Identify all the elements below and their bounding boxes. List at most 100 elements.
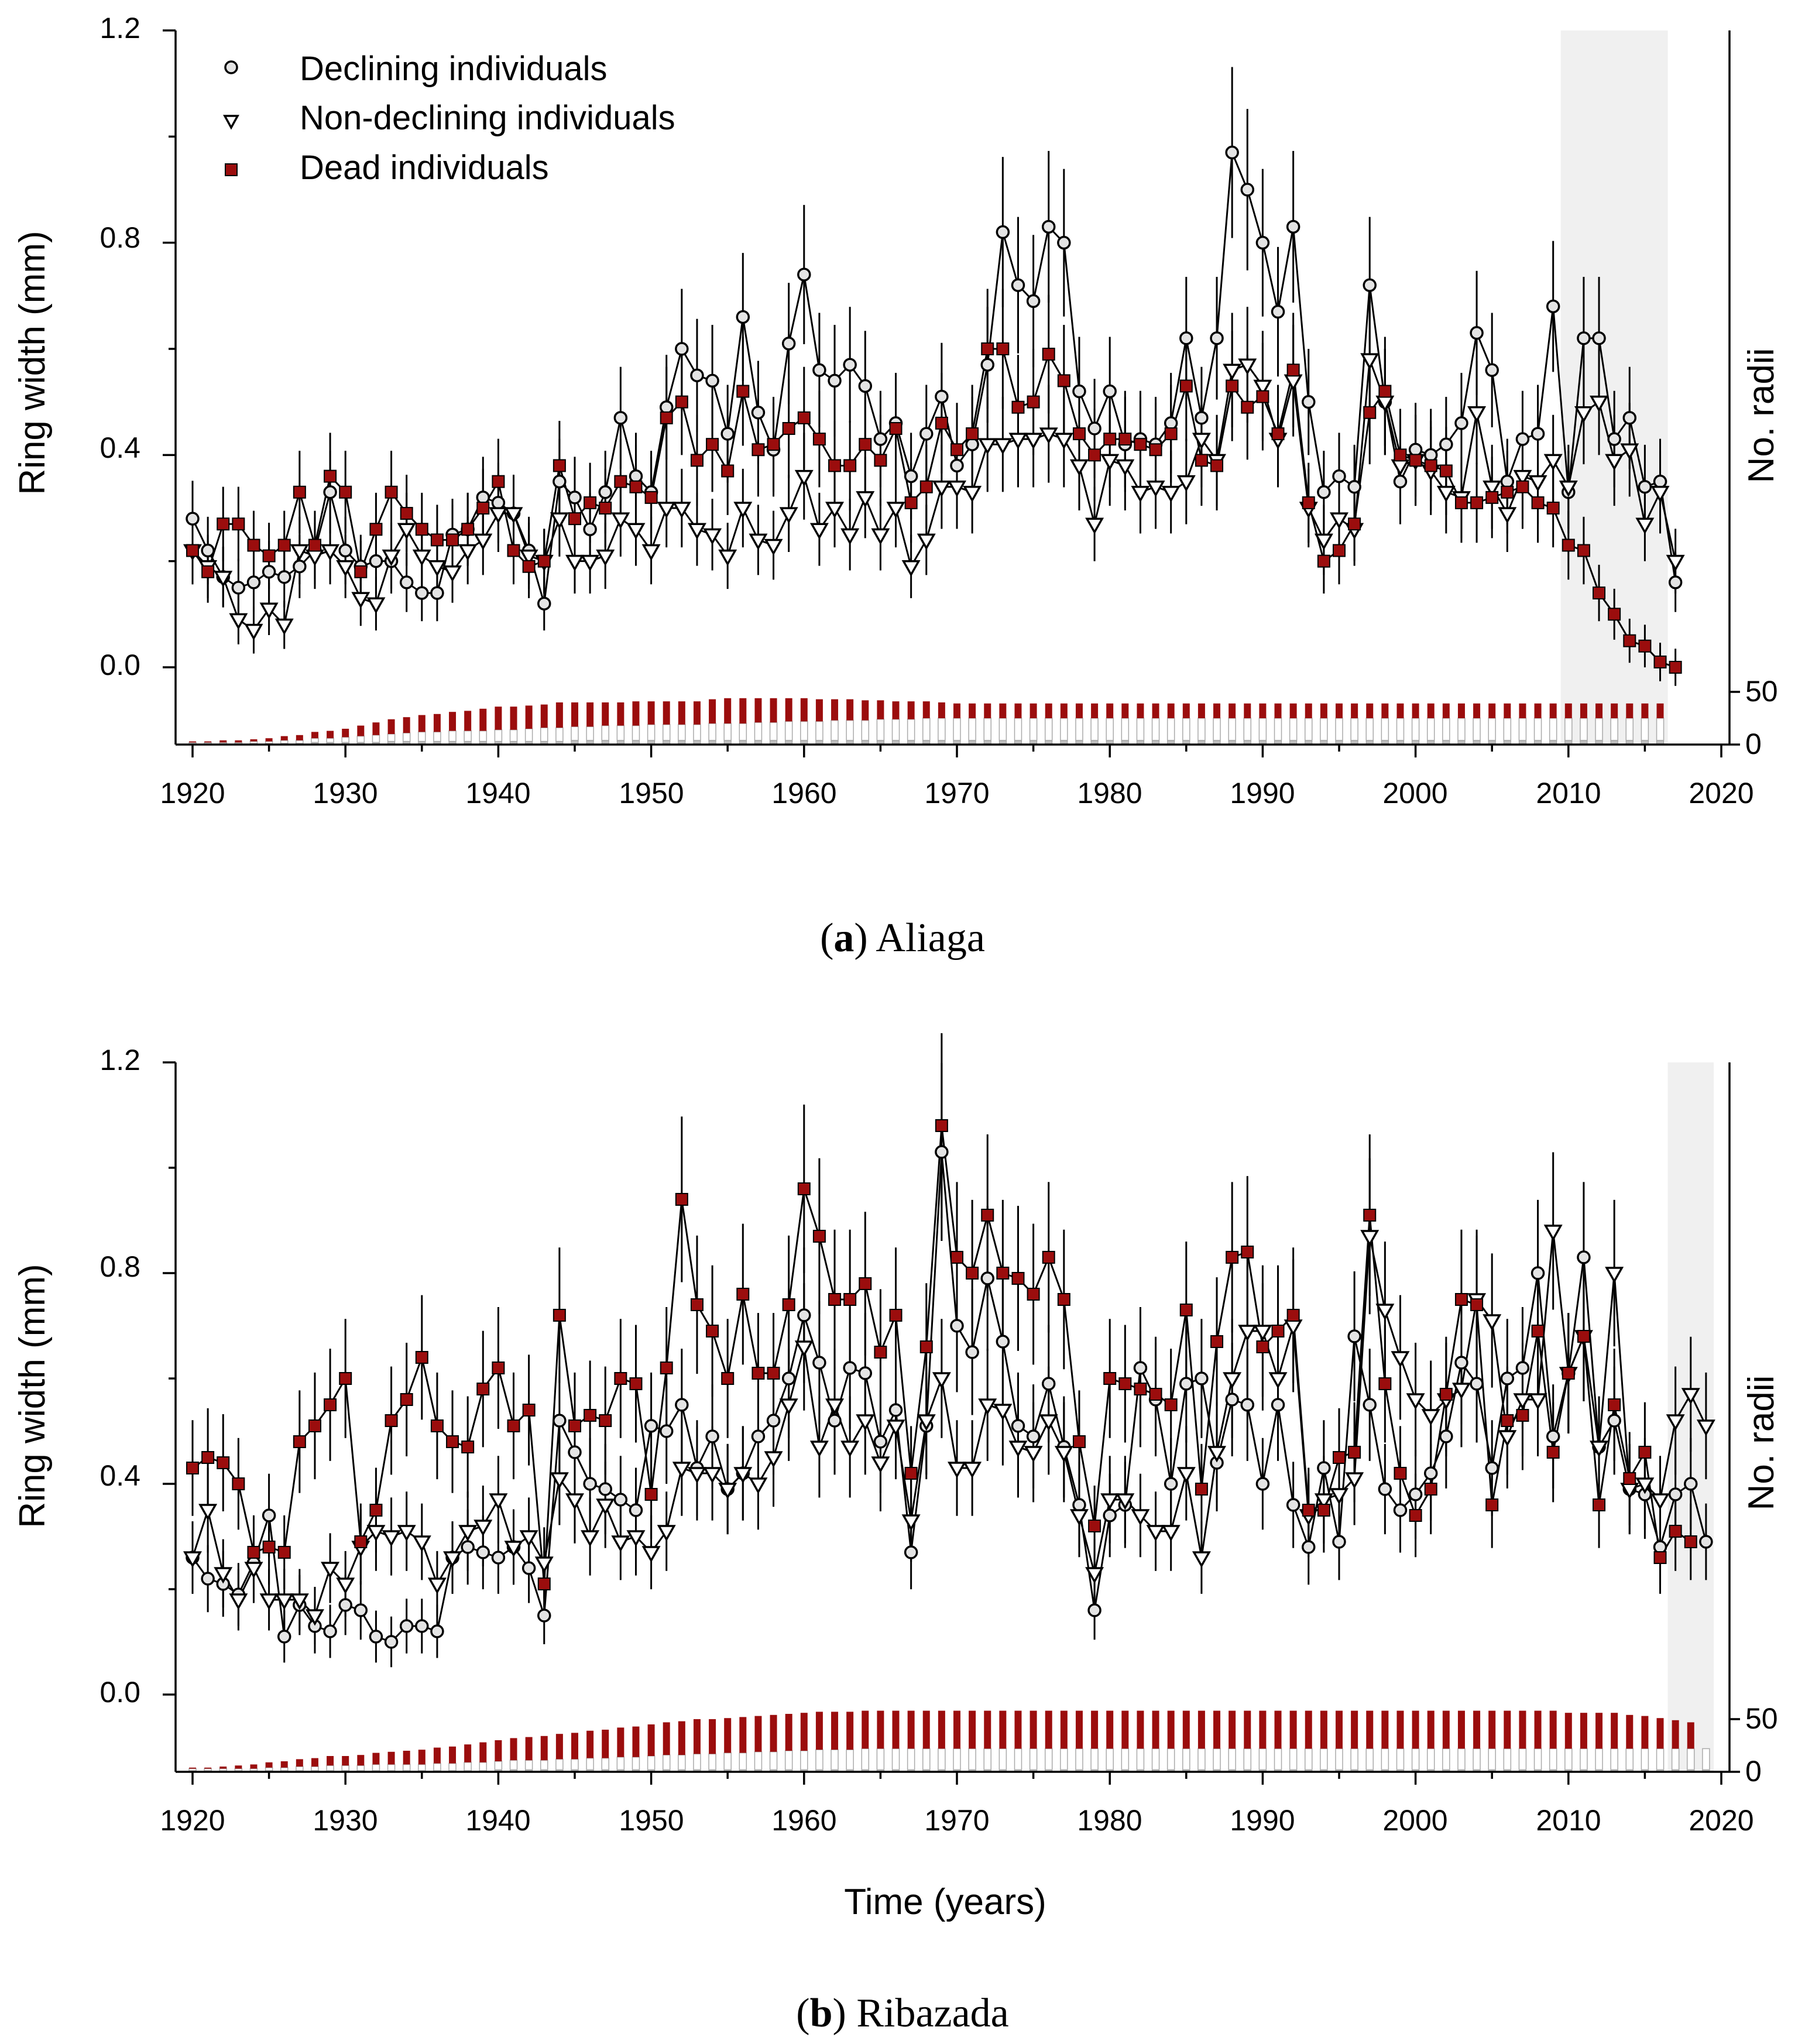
radii-bar-dead: [464, 711, 472, 731]
radii-bar-dead: [1121, 703, 1129, 718]
x-tick-label: 1960: [771, 777, 836, 810]
nondeclining-point: [1666, 1414, 1685, 1431]
radii-bar-dead: [1229, 1710, 1236, 1749]
radii-bar-dead: [709, 1719, 716, 1754]
declining-point: [828, 1414, 842, 1428]
dead-point: [324, 1398, 337, 1411]
dead-point: [1195, 454, 1208, 467]
declining-point: [369, 554, 383, 568]
nondeclining-point: [1559, 480, 1578, 498]
dead-point: [797, 411, 811, 424]
radii-bar-declining: [938, 718, 946, 741]
radii-bar-dead: [1289, 703, 1297, 718]
nondeclining-point: [596, 1498, 615, 1515]
nondeclining-point: [932, 1372, 951, 1389]
radii-bar-declining: [891, 1748, 900, 1771]
dead-point: [935, 416, 948, 430]
nondeclining-point: [1360, 353, 1380, 370]
declining-point: [323, 485, 337, 499]
dead-point: [690, 454, 704, 467]
radii-bar-dead: [571, 702, 578, 727]
nondeclining-point: [336, 1577, 355, 1594]
nondeclining-point: [718, 1483, 737, 1500]
declining-point: [1072, 1498, 1086, 1512]
declining-point: [399, 575, 414, 589]
nondeclining-point: [1421, 1409, 1440, 1426]
radii-bar-dead: [357, 725, 365, 736]
radii-bar-dead: [327, 731, 334, 739]
dead-point: [584, 1409, 597, 1422]
nondeclining-point: [1223, 363, 1242, 380]
radii-bar-declining: [356, 1765, 365, 1771]
radii-bar-dead: [663, 1722, 670, 1755]
dead-point: [904, 1467, 918, 1480]
radii-bar-dead: [1549, 1710, 1557, 1749]
nondeclining-point: [1069, 1509, 1089, 1526]
series-line-triangle: [191, 359, 1677, 632]
x-tick-label: 1970: [924, 1804, 989, 1837]
nondeclining-point: [1635, 1477, 1655, 1494]
declining-point: [323, 1624, 337, 1638]
dead-point: [996, 1267, 1010, 1280]
dead-point: [599, 502, 612, 515]
radii-bar-dead: [1504, 1710, 1511, 1749]
radii-bar-dead: [1289, 1710, 1297, 1749]
y-tick-label: 0.0: [99, 1676, 140, 1709]
nondeclining-point: [366, 1525, 386, 1542]
radii-bar-declining: [219, 1768, 227, 1771]
declining-point: [980, 358, 994, 372]
radii-bar-declining: [280, 740, 289, 744]
radii-bar-dead: [938, 702, 945, 718]
dead-point: [584, 496, 597, 509]
dead-point: [736, 385, 750, 398]
radii-bar-dead: [1121, 1710, 1129, 1749]
legend-declining-marker: [224, 60, 238, 74]
radii-bar-declining: [907, 1748, 915, 1771]
declining-point: [797, 1308, 811, 1322]
radii-bar-dead: [724, 1718, 732, 1753]
nondeclining-point: [534, 1556, 554, 1573]
declining-point: [1041, 1377, 1056, 1391]
radii-bar-dead: [632, 701, 640, 726]
dead-point: [277, 539, 291, 552]
x-tick-label: 1980: [1077, 1804, 1142, 1837]
radii-bar-declining: [1305, 718, 1313, 741]
radii-bar-dead: [831, 1712, 839, 1750]
dead-point: [568, 512, 581, 526]
declining-point: [1195, 411, 1209, 425]
declining-point: [1255, 235, 1270, 250]
radii-bar-declining: [249, 740, 258, 744]
radii-bar-dead: [1045, 703, 1052, 718]
radii-bar-declining: [983, 718, 991, 741]
dead-point: [262, 549, 276, 563]
declining-point: [583, 1477, 597, 1491]
radii-bar-declining: [876, 719, 885, 741]
radii-bar-dead: [754, 698, 762, 723]
radii-bar-dead: [862, 1710, 869, 1749]
declining-point: [736, 310, 750, 324]
declining-point: [1439, 437, 1453, 451]
dead-point: [797, 1182, 811, 1195]
dead-point: [1653, 655, 1667, 668]
panel-a-aliaga: 0.0 0.4 0.8 1.2 0 50 1920 1930 1940 1950…: [12, 12, 1782, 961]
radii-bar-declining: [1182, 1748, 1190, 1771]
radii-bar-dead: [785, 698, 792, 722]
dead-point: [507, 544, 520, 557]
radii-bar-dead: [1167, 1710, 1175, 1749]
radii-bar-dead: [1580, 1713, 1587, 1749]
dead-point: [507, 1419, 520, 1432]
nondeclining-point: [963, 486, 982, 503]
radii-bar-dead: [1274, 1710, 1282, 1749]
radii-bar-dead: [770, 698, 777, 723]
radii-bar-dead: [815, 699, 823, 722]
dead-point: [919, 480, 933, 493]
radii-bar-dead: [815, 1712, 823, 1750]
declining-point: [1087, 421, 1101, 435]
radii-bar-declining: [1610, 1748, 1618, 1771]
nondeclining-point: [1406, 1393, 1425, 1410]
radii-bar-dead: [877, 700, 884, 719]
nondeclining-point: [1543, 454, 1563, 471]
radii-bar-declining: [601, 1757, 609, 1771]
radii-bar-dead: [204, 741, 212, 743]
dead-point: [461, 1441, 475, 1453]
